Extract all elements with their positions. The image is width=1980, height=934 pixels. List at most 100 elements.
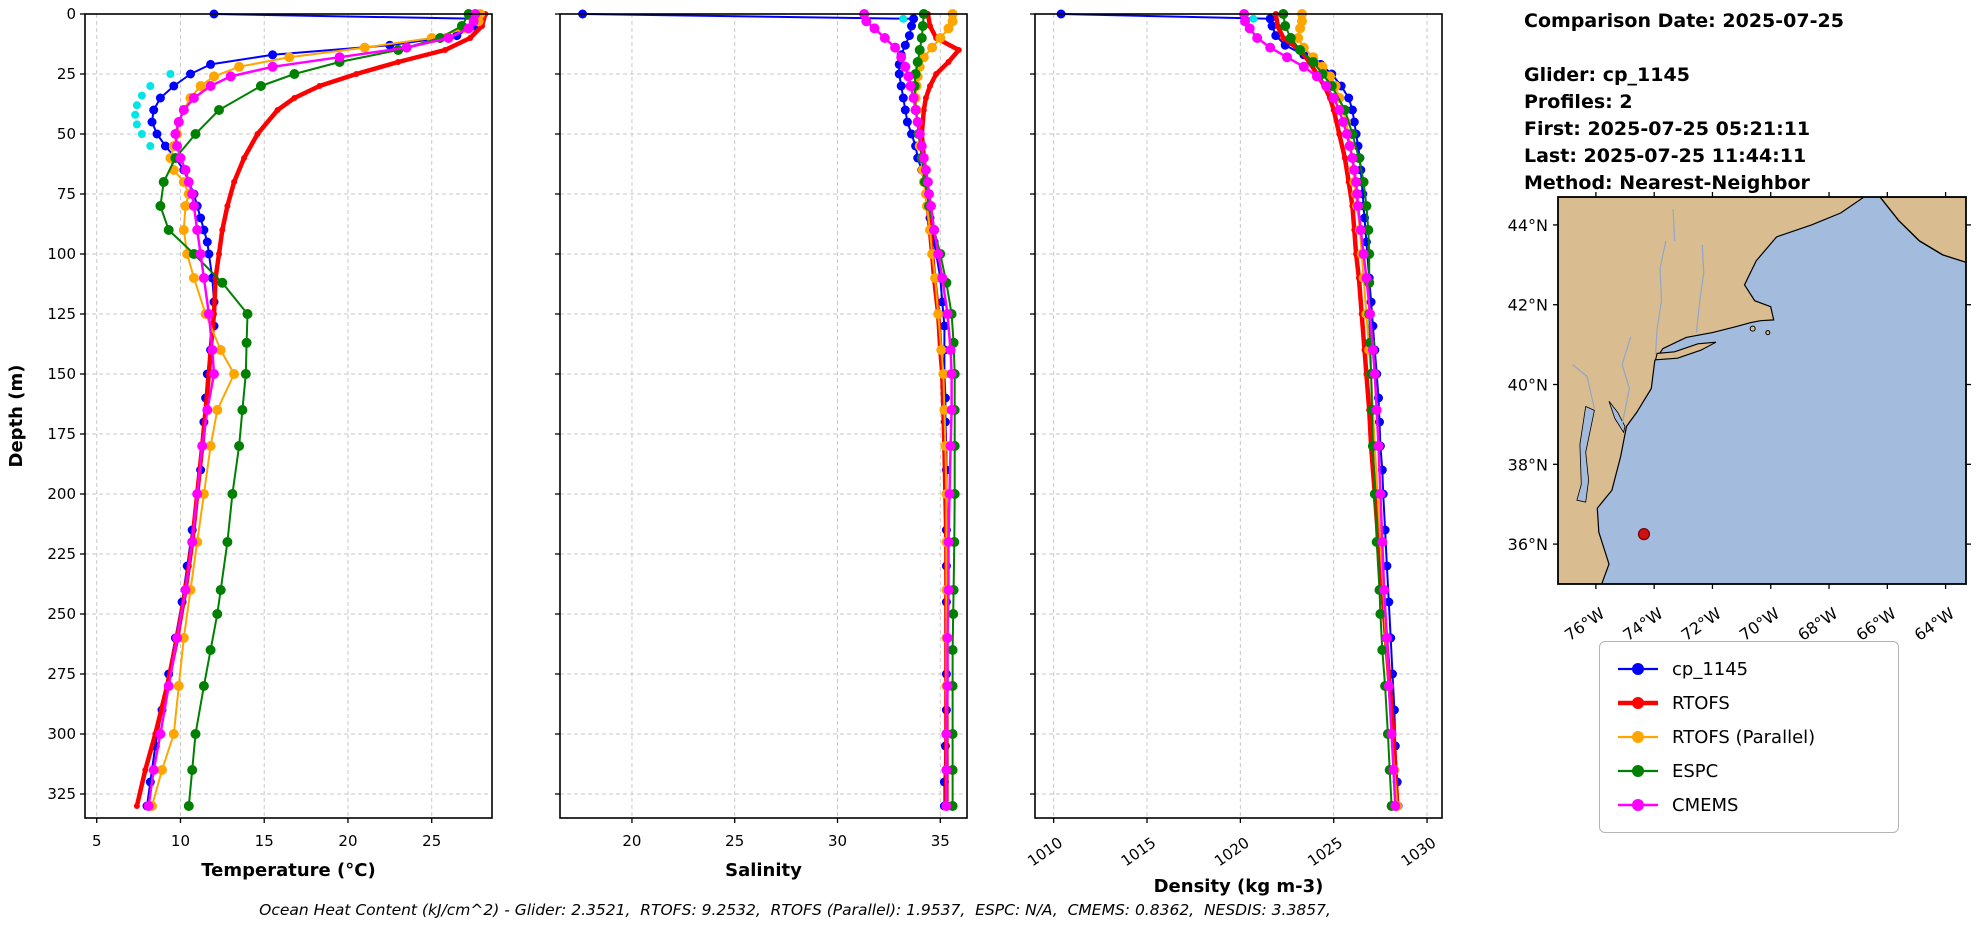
map-delaware-bay (1608, 401, 1626, 434)
svg-text:275: 275 (47, 665, 76, 683)
map-lon-label: 72°W (1678, 604, 1725, 645)
legend-label: CMEMS (1672, 794, 1739, 816)
legend-label: RTOFS (Parallel) (1672, 726, 1816, 748)
legend: cp_1145 RTOFS RTOFS (Parallel) ESPC CMEMS (1599, 641, 1899, 833)
map-long-island (1654, 341, 1717, 361)
svg-text:250: 250 (47, 605, 76, 623)
map-river (1621, 336, 1632, 425)
ohc-footer-text: Ocean Heat Content (kJ/cm^2) - Glider: 2… (259, 901, 1331, 919)
svg-text:0: 0 (66, 5, 76, 23)
svg-text:200: 200 (47, 485, 76, 503)
legend-item-cp-1145: cp_1145 (1616, 652, 1882, 686)
svg-text:100: 100 (47, 245, 76, 263)
legend-marker-icon (1618, 663, 1658, 675)
legend-marker-icon (1618, 765, 1658, 777)
map-river (1655, 240, 1667, 355)
series-cp-1145 (578, 9, 951, 811)
map-land (1558, 197, 1866, 584)
svg-text:50: 50 (57, 125, 76, 143)
svg-text:75: 75 (57, 185, 76, 203)
svg-text:25: 25 (57, 65, 76, 83)
series-cmems (1239, 9, 1401, 811)
map-lat-label: 36°N (1508, 535, 1548, 554)
map-lon-label: 74°W (1619, 604, 1666, 645)
series-rtofs (133, 11, 489, 809)
svg-text:15: 15 (255, 832, 274, 850)
map: 44°N 42°N 40°N 38°N 36°N 76°W 74°W 72°W 70°W 68°W… (1508, 192, 1971, 645)
map-nova-scotia (1879, 197, 1966, 264)
series-cmems (143, 9, 481, 811)
map-lat-label: 42°N (1508, 296, 1548, 315)
map-lon-label: 76°W (1561, 604, 1608, 645)
legend-item-rtofs-parallel: RTOFS (Parallel) (1616, 720, 1882, 754)
glider-location-marker (1637, 528, 1651, 541)
svg-text:5: 5 (92, 832, 102, 850)
map-chesapeake-bay (1576, 405, 1595, 503)
series-espc (155, 9, 474, 811)
map-lon-label: 66°W (1853, 604, 1900, 645)
legend-label: cp_1145 (1672, 658, 1749, 680)
depth-ylabel: Depth (m) (6, 365, 27, 468)
series-rtofs-parallel (147, 9, 486, 811)
legend-label: RTOFS (1672, 692, 1730, 714)
info-panel: Comparison Date: 2025-07-25 Glider: cp_1… (1524, 8, 1844, 197)
legend-item-espc: ESPC (1616, 754, 1882, 788)
series-nesdis (1249, 14, 1258, 23)
svg-text:150: 150 (47, 365, 76, 383)
svg-text:175: 175 (47, 425, 76, 443)
legend-item-cmems: CMEMS (1616, 788, 1882, 822)
info-line: Glider: cp_1145 (1524, 64, 1690, 86)
svg-text:1030: 1030 (1398, 834, 1440, 871)
legend-label: ESPC (1672, 760, 1719, 782)
map-lat-label: 40°N (1508, 376, 1548, 395)
map-frame (1557, 196, 1967, 585)
svg-text:1010: 1010 (1024, 834, 1066, 871)
temperature-xlabel: Temperature (°C) (201, 860, 375, 881)
map-island (1749, 325, 1756, 332)
legend-marker-icon (1618, 697, 1658, 709)
salinity-xlabel: Salinity (725, 860, 802, 881)
info-line: Comparison Date: 2025-07-25 (1524, 10, 1844, 32)
svg-text:325: 325 (47, 785, 76, 803)
ohc-footer: Ocean Heat Content (kJ/cm^2) - Glider: 2… (0, 901, 1590, 919)
legend-marker-icon (1618, 731, 1658, 743)
svg-text:300: 300 (47, 725, 76, 743)
map-area (1558, 197, 1966, 584)
info-line (1524, 35, 1844, 62)
map-river (1572, 364, 1595, 409)
svg-text:1015: 1015 (1118, 834, 1160, 871)
series-cmems (859, 9, 957, 811)
info-line: First: 2025-07-25 05:21:11 (1524, 118, 1811, 140)
map-island (1765, 330, 1771, 336)
svg-text:25: 25 (725, 832, 744, 850)
info-line: Last: 2025-07-25 11:44:11 (1524, 145, 1807, 167)
svg-text:125: 125 (47, 305, 76, 323)
svg-text:20: 20 (622, 832, 641, 850)
svg-text:30: 30 (828, 832, 847, 850)
map-lat-label: 44°N (1508, 216, 1548, 235)
legend-item-rtofs: RTOFS (1616, 686, 1882, 720)
svg-text:1020: 1020 (1211, 834, 1253, 871)
svg-text:225: 225 (47, 545, 76, 563)
density-xlabel: Density (kg m-3) (1154, 876, 1324, 897)
series-nesdis (899, 14, 908, 23)
map-river (1672, 208, 1676, 241)
svg-text:35: 35 (931, 832, 950, 850)
svg-text:10: 10 (171, 832, 190, 850)
map-lon-label: 64°W (1911, 604, 1958, 645)
info-line: Method: Nearest-Neighbor (1524, 172, 1810, 194)
map-lon-label: 68°W (1794, 604, 1841, 645)
map-lon-label: 70°W (1736, 604, 1783, 645)
info-line: Profiles: 2 (1524, 91, 1633, 113)
map-river (1695, 244, 1705, 333)
density-plot: 1010 1015 1020 1025 1030 Density (kg m-3) (1024, 9, 1443, 897)
legend-marker-icon (1618, 799, 1658, 811)
svg-text:25: 25 (422, 832, 441, 850)
svg-text:20: 20 (338, 832, 357, 850)
svg-text:1025: 1025 (1304, 834, 1346, 871)
map-lat-label: 38°N (1508, 455, 1548, 474)
salinity-plot: 20 25 30 35 Salinity (555, 9, 968, 881)
temperature-plot: 5 10 15 20 250255075100125150175200225250275… (6, 5, 493, 881)
